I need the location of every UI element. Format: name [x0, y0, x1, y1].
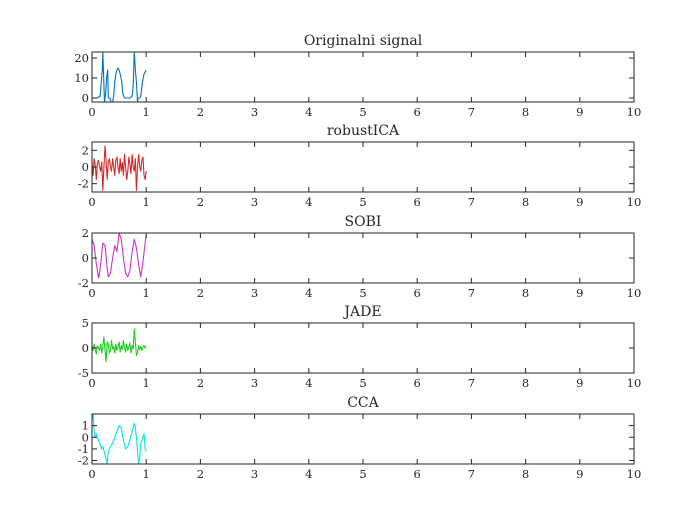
- x-tick-label: 9: [576, 286, 583, 300]
- y-tick-label: -1: [78, 442, 89, 456]
- x-tick-label: 6: [414, 105, 421, 119]
- subplot-2: 0 1 2 3 4 5 6 7 8 9 10 -2 0 2 robustICA: [78, 123, 642, 209]
- x-tick-label: 3: [251, 467, 258, 481]
- x-tick-label: 2: [197, 195, 204, 209]
- x-tick-label: 5: [359, 105, 366, 119]
- x-tick-label: 3: [251, 195, 258, 209]
- x-tick-label: 8: [522, 376, 529, 390]
- subplot-title: robustICA: [327, 123, 400, 139]
- series-line-4-1: [92, 328, 147, 363]
- x-tick-label: 10: [627, 105, 642, 119]
- x-tick-label: 4: [305, 195, 312, 209]
- x-tick-label: 2: [197, 376, 204, 390]
- y-tick-label: 0: [82, 91, 89, 105]
- y-tick-label: -2: [78, 177, 89, 191]
- x-tick-label: 1: [143, 376, 150, 390]
- x-tick-label: 0: [88, 286, 95, 300]
- x-tick-label: 7: [468, 195, 475, 209]
- y-tick-label: 20: [74, 51, 89, 65]
- x-tick-label: 10: [627, 286, 642, 300]
- x-tick-label: 1: [143, 467, 150, 481]
- x-tick-label: 8: [522, 467, 529, 481]
- x-tick-label: 5: [359, 195, 366, 209]
- x-tick-label: 7: [468, 376, 475, 390]
- subplot-1: 0 1 2 3 4 5 6 7 8 9 10 0 10 20 Originalni signal: [74, 33, 641, 119]
- x-tick-label: 9: [576, 105, 583, 119]
- axes-box: [91, 232, 635, 284]
- axes-box: [91, 322, 635, 374]
- x-tick-label: 1: [143, 286, 150, 300]
- x-tick-label: 8: [522, 105, 529, 119]
- series-line-5-1: [92, 414, 147, 464]
- y-tick-label: 1: [82, 419, 89, 433]
- x-tick-label: 9: [576, 376, 583, 390]
- y-tick-label: 0: [82, 160, 89, 174]
- x-tick-label: 3: [251, 105, 258, 119]
- x-tick-label: 3: [251, 286, 258, 300]
- x-tick-label: 2: [197, 286, 204, 300]
- x-tick-label: 10: [627, 467, 642, 481]
- x-tick-label: 4: [305, 467, 312, 481]
- subplot-title: Originalni signal: [304, 33, 423, 49]
- axes-box: [91, 141, 635, 193]
- y-tick-label: -5: [78, 366, 89, 380]
- axes-box: [91, 51, 635, 103]
- x-tick-label: 2: [197, 467, 204, 481]
- x-tick-label: 0: [88, 195, 95, 209]
- x-tick-label: 7: [468, 286, 475, 300]
- y-tick-label: 2: [82, 143, 89, 157]
- x-tick-label: 6: [414, 467, 421, 481]
- axes-box: [91, 413, 635, 465]
- y-tick-label: -2: [78, 276, 89, 290]
- x-tick-label: 0: [88, 105, 95, 119]
- subplot-title: SOBI: [345, 214, 382, 230]
- x-tick-label: 10: [627, 376, 642, 390]
- x-tick-label: 4: [305, 376, 312, 390]
- y-tick-label: 0: [82, 430, 89, 444]
- y-tick-label: -2: [78, 454, 89, 468]
- x-tick-label: 7: [468, 105, 475, 119]
- x-tick-label: 4: [305, 105, 312, 119]
- subplot-title: CCA: [347, 395, 379, 411]
- x-tick-label: 0: [88, 376, 95, 390]
- y-tick-label: 5: [82, 316, 89, 330]
- x-tick-label: 9: [576, 467, 583, 481]
- series-line-3-1: [92, 233, 147, 279]
- x-tick-label: 6: [414, 195, 421, 209]
- series-line-2-1: [92, 145, 147, 191]
- series-line-1-1: [92, 52, 147, 102]
- x-tick-label: 7: [468, 467, 475, 481]
- y-tick-label: 2: [82, 226, 89, 240]
- x-tick-label: 4: [305, 286, 312, 300]
- x-tick-label: 1: [143, 105, 150, 119]
- x-tick-label: 6: [414, 376, 421, 390]
- y-tick-label: 10: [74, 71, 89, 85]
- x-tick-label: 5: [359, 467, 366, 481]
- x-tick-label: 9: [576, 195, 583, 209]
- subplot-title: JADE: [342, 304, 381, 320]
- x-tick-label: 3: [251, 376, 258, 390]
- y-tick-label: 0: [82, 251, 89, 265]
- x-tick-label: 5: [359, 376, 366, 390]
- x-tick-label: 8: [522, 195, 529, 209]
- x-tick-label: 8: [522, 286, 529, 300]
- x-tick-label: 2: [197, 105, 204, 119]
- x-tick-label: 0: [88, 467, 95, 481]
- x-tick-label: 5: [359, 286, 366, 300]
- y-tick-label: 0: [82, 341, 89, 355]
- x-tick-label: 6: [414, 286, 421, 300]
- x-tick-label: 10: [627, 195, 642, 209]
- x-tick-label: 1: [143, 195, 150, 209]
